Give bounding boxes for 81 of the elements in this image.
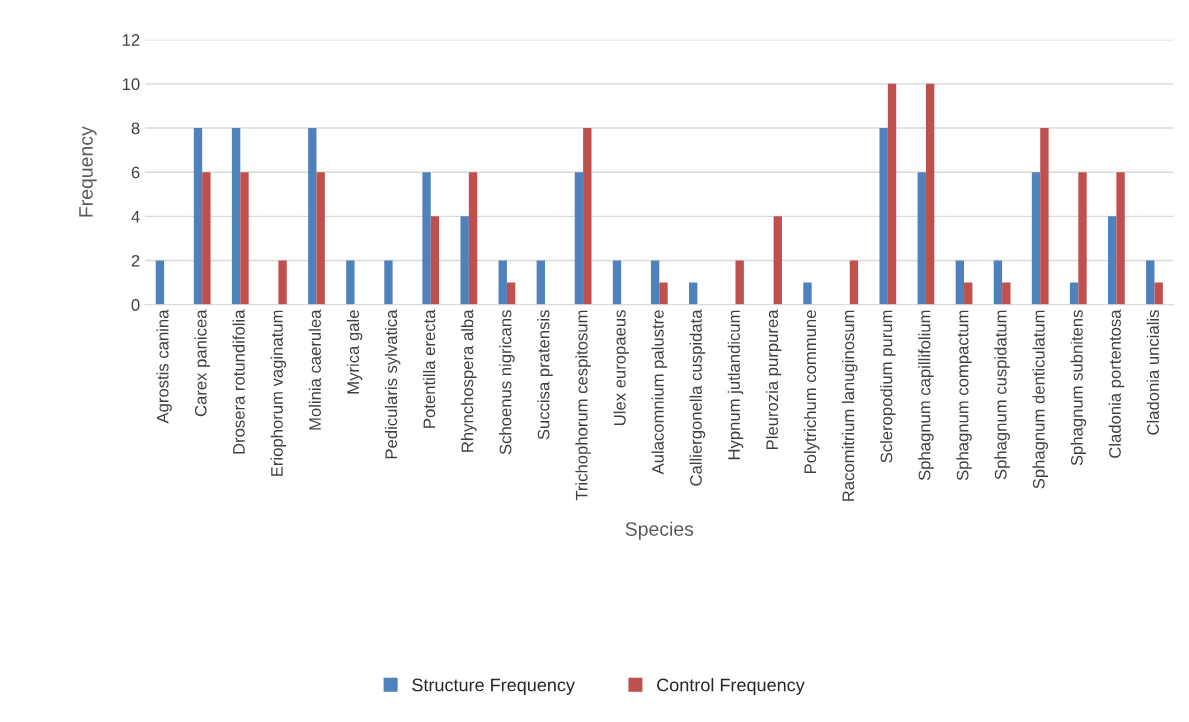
bar	[887, 83, 897, 305]
legend-label: Structure Frequency	[412, 678, 575, 695]
x-tick-label: Cladonia uncialis	[1146, 310, 1159, 435]
bar	[506, 282, 516, 305]
x-tick-label: Pleurozia purpurea	[765, 309, 782, 449]
x-tick-label: Scleropodium purum	[880, 310, 896, 463]
x-tick-label: Sphagnum compactum	[956, 310, 972, 481]
y-axis-title: Frequency	[79, 126, 97, 217]
y-tick-label: 12	[122, 34, 140, 46]
bar	[574, 172, 584, 305]
legend-label: Control Frequency	[657, 678, 805, 695]
bar	[1069, 282, 1079, 305]
bar	[1116, 172, 1125, 305]
bar	[925, 83, 935, 305]
x-tick-label: Pedicularis sylvatica	[384, 309, 401, 459]
y-tick-label: 6	[131, 166, 140, 179]
x-tick-label: Drosera rotundifolia	[232, 309, 245, 454]
x-tick-label: Molinia caerulea	[308, 309, 321, 430]
x-tick-label: Sphagnum cuspidatum	[994, 310, 1010, 480]
bar	[955, 260, 965, 305]
x-tick-label: Ulex europaeus	[613, 310, 629, 425]
bar	[1031, 172, 1041, 305]
x-tick-label: Sphagnum subnitens	[1070, 310, 1087, 466]
y-tick-label: 0	[131, 299, 140, 311]
x-tick-label: Myrica gale	[346, 310, 363, 394]
bar	[659, 282, 668, 305]
bar	[536, 260, 546, 305]
x-tick-label: Sphagnum denticulatum	[1032, 310, 1048, 489]
bar	[773, 216, 782, 305]
x-tick-label: Rhynchospera alba	[461, 309, 477, 452]
bar	[316, 172, 325, 305]
x-tick-label: Calliergonella cuspidata	[689, 309, 706, 486]
bar	[460, 216, 469, 305]
bar	[1002, 282, 1011, 305]
x-tick-label: Racomitrium lanuginosum	[841, 310, 858, 501]
x-tick-label: Cladonia portentosa	[1108, 309, 1125, 458]
x-tick-label: Polytrichum commune	[803, 310, 820, 474]
x-tick-label: Succisa pratensis	[537, 310, 553, 440]
x-tick-label: Agrostis canina	[156, 309, 172, 424]
x-tick-label: Carex panicea	[194, 309, 210, 417]
y-tick-label: 8	[131, 122, 140, 135]
bar	[422, 172, 431, 305]
bar	[308, 128, 317, 305]
bar	[612, 260, 622, 305]
x-tick-label: Hypnum jutlandicum	[727, 310, 744, 460]
y-tick-label: 2	[131, 254, 140, 267]
y-tick-label: 4	[131, 210, 140, 223]
bar	[689, 282, 698, 305]
y-tick-label: 10	[122, 78, 140, 91]
bar	[468, 172, 478, 305]
bar	[803, 282, 812, 305]
bar	[430, 216, 440, 305]
bar	[1146, 260, 1155, 305]
x-axis-title: Species	[625, 521, 694, 540]
bar	[193, 128, 203, 305]
bar	[735, 260, 744, 305]
x-tick-label: Sphagnum capillifolium	[918, 310, 934, 481]
bar	[583, 128, 592, 305]
x-tick-label: Potentilla erecta	[422, 309, 436, 428]
bar	[650, 260, 660, 305]
bar	[964, 282, 973, 305]
bar	[384, 260, 393, 305]
x-tick-label: Schoenus nigricans	[499, 310, 515, 455]
x-tick-label: Eriophorum vaginatum	[270, 310, 287, 476]
bar	[993, 260, 1003, 305]
bar	[917, 172, 926, 305]
bar	[231, 128, 241, 305]
bar	[346, 260, 355, 305]
bar	[278, 260, 287, 305]
x-tick-label: Aulacomnium palustre	[651, 310, 668, 475]
x-tick-label: Trichophorum cespitosum	[575, 310, 591, 501]
bar	[849, 260, 859, 305]
bar	[1154, 282, 1163, 305]
bar	[498, 260, 507, 305]
bar	[1078, 172, 1087, 305]
bar	[155, 260, 165, 305]
bar	[1108, 216, 1117, 305]
bar	[1040, 128, 1049, 305]
bar	[240, 172, 249, 305]
bar	[879, 128, 888, 305]
bar	[202, 172, 211, 305]
